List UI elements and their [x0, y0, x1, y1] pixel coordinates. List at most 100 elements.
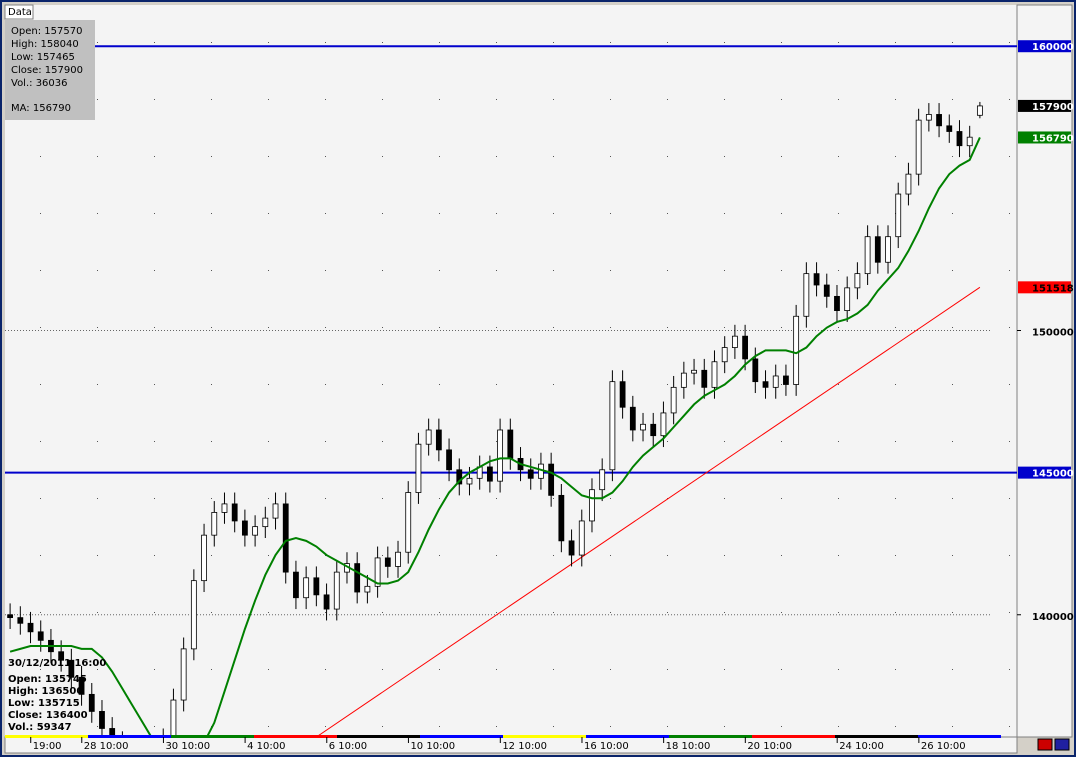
- strip-seg: [586, 735, 669, 738]
- candle-body: [976, 105, 983, 116]
- strip-seg: [88, 735, 171, 738]
- candle-body: [885, 236, 891, 263]
- candle-body: [170, 699, 177, 737]
- candle-body: [558, 494, 565, 542]
- candle-body: [650, 423, 657, 437]
- candle-body: [262, 517, 269, 528]
- info-line: Close: 157900: [11, 65, 83, 76]
- x-tick-label: 12 10:00: [502, 741, 547, 752]
- candle-body: [691, 369, 697, 374]
- price-tag: [1018, 99, 1071, 112]
- candle-body: [374, 557, 381, 587]
- candle-body: [742, 335, 749, 360]
- session-strip: [5, 735, 1001, 738]
- candle-body: [731, 335, 738, 348]
- cursor-line: Low: 135715: [8, 698, 80, 709]
- cursor-line: Close: 136400: [8, 710, 88, 721]
- candle-body: [231, 503, 238, 522]
- candle-body: [823, 284, 830, 297]
- candle-body: [599, 469, 606, 491]
- x-tick-label: 4 10:00: [247, 741, 285, 752]
- candle-body: [446, 449, 452, 471]
- candle-body: [578, 520, 585, 556]
- candle-body: [589, 489, 595, 522]
- candle-body: [640, 423, 646, 431]
- x-tick-label: 10 10:00: [410, 741, 455, 752]
- price-axis: [1016, 4, 1073, 738]
- price-tag: [1018, 466, 1071, 479]
- candle-body: [7, 614, 14, 619]
- candle-body: [507, 429, 514, 459]
- candle-body: [711, 361, 718, 388]
- button-right[interactable]: [1054, 738, 1070, 751]
- data-tab[interactable]: [4, 4, 34, 20]
- candle-body: [313, 577, 320, 596]
- candle-body: [783, 375, 789, 385]
- candle-body: [803, 273, 810, 317]
- candle-body: [527, 469, 534, 479]
- candle-body: [905, 173, 912, 195]
- cursor-time: 30/12/2011 16:00: [8, 658, 106, 669]
- strip-seg: [918, 735, 1001, 738]
- candle-body: [701, 369, 708, 388]
- candle-body: [680, 372, 687, 388]
- candle-body: [293, 571, 299, 599]
- candle-body: [37, 631, 44, 641]
- dot-grid: [5, 5, 1017, 737]
- strip-seg: [171, 735, 254, 738]
- data-tab-label: Data: [8, 7, 32, 18]
- info-line: Open: 157570: [11, 26, 82, 37]
- price-tag: [1018, 281, 1071, 294]
- candle-body: [252, 526, 259, 536]
- candle-body: [303, 577, 310, 599]
- ma-line: [9, 137, 981, 737]
- candle-body: [772, 375, 779, 388]
- candle-body: [670, 386, 677, 414]
- candle-body: [405, 492, 412, 553]
- candle-body: [68, 659, 75, 678]
- candle-body: [78, 676, 85, 695]
- candle-body: [384, 557, 391, 567]
- candle-body: [395, 551, 401, 567]
- info-line: Vol.: 36036: [11, 78, 68, 89]
- x-tick-label: 19:00: [33, 741, 62, 752]
- button-left[interactable]: [1037, 738, 1053, 751]
- candle-body: [966, 136, 973, 147]
- candle-body: [190, 580, 197, 650]
- candle-body: [854, 273, 861, 289]
- candle-body: [956, 131, 963, 147]
- price-tag: [1018, 131, 1071, 144]
- strip-seg: [503, 735, 586, 738]
- candle-body: [17, 617, 24, 624]
- candle-body: [660, 412, 667, 437]
- x-tick-label: 30 10:00: [165, 741, 210, 752]
- candle-body: [466, 477, 473, 485]
- candle-body: [272, 503, 279, 519]
- strip-seg: [669, 735, 752, 738]
- candle-body: [874, 236, 881, 263]
- y-tick-label: 140000: [1032, 612, 1074, 623]
- candle-body: [456, 469, 463, 485]
- x-tick-label: 18 10:00: [666, 741, 711, 752]
- candle-body: [915, 119, 922, 175]
- candle-body: [497, 429, 504, 482]
- candle-body: [435, 429, 442, 451]
- candle-body: [946, 125, 953, 132]
- candle-body: [333, 571, 340, 610]
- x-tick-label: 20 10:00: [747, 741, 792, 752]
- price-tag: [1018, 40, 1071, 53]
- candle-body: [323, 594, 330, 610]
- y-tick-label: 150000: [1032, 327, 1074, 338]
- candle-body: [936, 114, 942, 127]
- cursor-line: High: 136500: [8, 686, 83, 697]
- candle-body: [180, 648, 187, 701]
- x-tick-label: 16 10:00: [584, 741, 629, 752]
- candle-body: [813, 273, 820, 286]
- candle-body: [241, 520, 248, 536]
- candle-body: [548, 463, 555, 496]
- candle-body: [211, 512, 218, 536]
- candle-body: [834, 295, 840, 311]
- candle-body: [221, 503, 228, 513]
